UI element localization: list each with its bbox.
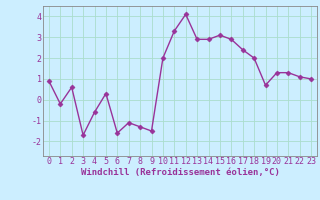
X-axis label: Windchill (Refroidissement éolien,°C): Windchill (Refroidissement éolien,°C) — [81, 168, 279, 177]
